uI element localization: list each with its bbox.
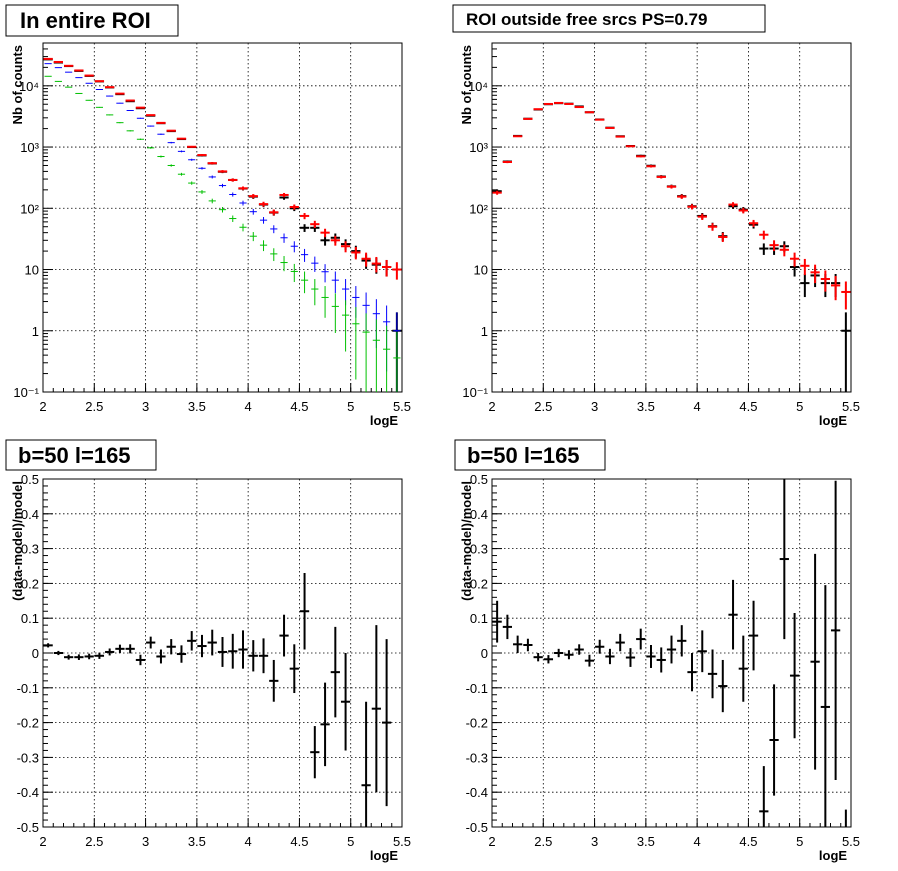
y-tick-label: 10⁻¹ bbox=[462, 385, 488, 400]
y-tick-label: 10³ bbox=[20, 140, 39, 155]
x-tick-label: 4.5 bbox=[290, 399, 308, 414]
x-tick-label: 3.5 bbox=[637, 399, 655, 414]
y-tick-label: 10² bbox=[20, 201, 39, 216]
x-tick-label: 2.5 bbox=[85, 834, 103, 849]
title-box bbox=[5, 439, 157, 471]
y-tick-label: 0.1 bbox=[21, 611, 39, 626]
x-tick-label: 4 bbox=[245, 834, 252, 849]
x-tick-label: 4 bbox=[694, 834, 701, 849]
x-tick-label: 5.5 bbox=[842, 399, 860, 414]
x-tick-label: 3.5 bbox=[637, 834, 655, 849]
y-tick-label: -0.5 bbox=[17, 820, 39, 835]
y-tick-label: -0.2 bbox=[466, 716, 488, 731]
x-tick-label: 4.5 bbox=[739, 834, 757, 849]
x-tick-label: 2 bbox=[39, 399, 46, 414]
y-tick-label: 0.5 bbox=[470, 472, 488, 487]
x-tick-label: 2.5 bbox=[534, 399, 552, 414]
panel-title: In entire ROI bbox=[20, 8, 151, 33]
title-box bbox=[5, 4, 179, 37]
y-tick-label: 0.2 bbox=[21, 576, 39, 591]
y-tick-label: 10⁻¹ bbox=[13, 385, 39, 400]
y-tick-label: -0.1 bbox=[17, 681, 39, 696]
y-tick-label: 0.4 bbox=[21, 507, 39, 522]
x-tick-label: 3.5 bbox=[188, 834, 206, 849]
x-tick-label: 5.5 bbox=[393, 834, 411, 849]
x-tick-label: 3.5 bbox=[188, 399, 206, 414]
x-tick-label: 2.5 bbox=[85, 399, 103, 414]
x-tick-label: 4.5 bbox=[739, 399, 757, 414]
x-tick-label: 2 bbox=[488, 399, 495, 414]
x-tick-label: 2.5 bbox=[534, 834, 552, 849]
x-tick-label: 2 bbox=[39, 834, 46, 849]
x-tick-label: 3 bbox=[591, 399, 598, 414]
x-axis-title: logE bbox=[370, 413, 398, 428]
y-tick-label: 0.2 bbox=[470, 576, 488, 591]
x-tick-label: 3 bbox=[142, 399, 149, 414]
y-tick-label: 0.3 bbox=[21, 542, 39, 557]
y-tick-label: 1 bbox=[32, 324, 39, 339]
y-tick-label: 0.4 bbox=[470, 507, 488, 522]
y-tick-label: 0 bbox=[481, 646, 488, 661]
x-tick-label: 5.5 bbox=[842, 834, 860, 849]
x-tick-label: 5 bbox=[347, 834, 354, 849]
x-tick-label: 5.5 bbox=[393, 399, 411, 414]
y-axis-title: (data-model)/model bbox=[459, 481, 474, 601]
x-tick-label: 4 bbox=[694, 399, 701, 414]
y-tick-label: -0.2 bbox=[17, 716, 39, 731]
y-tick-label: 10 bbox=[25, 263, 39, 278]
y-axis-title: Nb of counts bbox=[10, 45, 25, 124]
x-tick-label: 4.5 bbox=[290, 834, 308, 849]
y-tick-label: 0.1 bbox=[470, 611, 488, 626]
y-tick-label: 1 bbox=[481, 324, 488, 339]
y-tick-label: -0.3 bbox=[466, 750, 488, 765]
x-tick-label: 3 bbox=[591, 834, 598, 849]
x-axis-title: logE bbox=[370, 848, 398, 863]
x-tick-label: 5 bbox=[796, 834, 803, 849]
y-tick-label: -0.5 bbox=[466, 820, 488, 835]
panel-title: ROI outside free srcs PS=0.79 bbox=[466, 10, 707, 29]
y-axis-title: (data-model)/model bbox=[10, 481, 25, 601]
x-tick-label: 3 bbox=[142, 834, 149, 849]
title-box bbox=[454, 439, 606, 471]
y-tick-label: -0.4 bbox=[17, 785, 39, 800]
plot-frame bbox=[42, 42, 403, 393]
x-axis-title: logE bbox=[819, 413, 847, 428]
y-tick-label: -0.1 bbox=[466, 681, 488, 696]
y-tick-label: -0.4 bbox=[466, 785, 488, 800]
y-tick-label: 0.3 bbox=[470, 542, 488, 557]
y-tick-label: 10⁴ bbox=[468, 79, 488, 94]
x-tick-label: 2 bbox=[488, 834, 495, 849]
y-axis-title: Nb of counts bbox=[459, 45, 474, 124]
x-tick-label: 4 bbox=[245, 399, 252, 414]
title-box bbox=[452, 4, 766, 33]
x-axis-title: logE bbox=[819, 848, 847, 863]
y-tick-label: -0.3 bbox=[17, 750, 39, 765]
plot-frame bbox=[491, 42, 852, 393]
y-tick-label: 10² bbox=[469, 201, 488, 216]
panel-title: b=50 l=165 bbox=[467, 443, 580, 468]
y-tick-label: 0 bbox=[32, 646, 39, 661]
y-tick-label: 0.5 bbox=[21, 472, 39, 487]
x-tick-label: 5 bbox=[796, 399, 803, 414]
y-tick-label: 10 bbox=[474, 263, 488, 278]
y-tick-label: 10⁴ bbox=[19, 79, 39, 94]
panel-title: b=50 l=165 bbox=[18, 443, 131, 468]
y-tick-label: 10³ bbox=[469, 140, 488, 155]
x-tick-label: 5 bbox=[347, 399, 354, 414]
